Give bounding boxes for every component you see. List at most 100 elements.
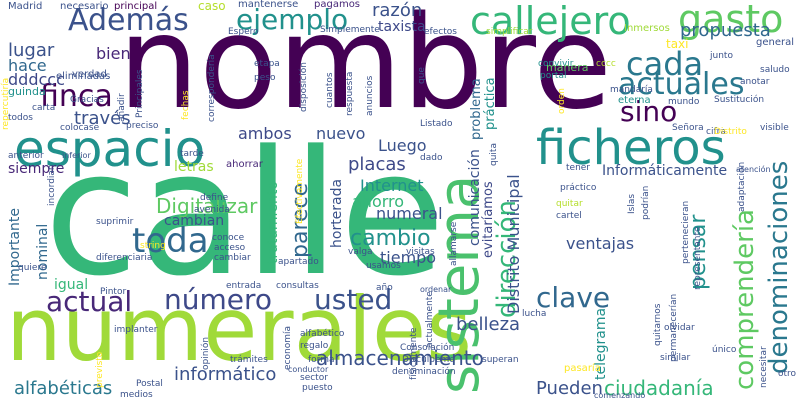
word: cambio [350,226,431,251]
word: calle [44,113,446,314]
word: mundo [668,97,700,107]
word: Importante [7,207,23,286]
word: repercutiría [1,77,11,130]
word: medios [120,390,153,400]
word: general [756,37,795,48]
word: Gracias [70,95,104,105]
word: portal [540,71,567,81]
word: tarde [180,149,204,159]
word: ficheros [536,120,726,176]
word: apartado [278,257,319,267]
word: saludo [760,65,790,75]
word: quitar [556,199,583,209]
word: previsto [95,351,105,388]
word: alfabético [300,329,345,339]
word: adaptación [737,161,747,212]
word: allamarse [449,221,459,266]
word: verdad [72,69,107,80]
word: horterada [329,178,345,248]
word: consultas [276,281,319,291]
word: pertenecieran [681,200,691,264]
word: placas [348,154,406,175]
word: físicamente [409,327,419,380]
word: usamos [366,261,401,271]
word: string [140,241,166,251]
word: añadir [117,93,127,122]
word: actual [46,285,133,318]
word: dddccc [8,70,65,89]
word: conoce [212,233,245,243]
word: necesario [60,1,109,12]
word: ordenar [420,285,452,294]
word: guinda [8,85,46,98]
word: comenzando [594,391,646,400]
word: implanter [114,325,158,335]
word: pasaría [564,363,601,374]
word: opinión [201,336,211,370]
word: Luego [378,136,427,155]
word: manera [546,61,589,74]
word: Distrito [714,127,747,137]
word: entrada [226,281,262,291]
word: bien [96,44,131,63]
word: todos [8,113,33,123]
word: callejero [470,0,631,43]
word: denominación [392,367,456,377]
word: Sustitución [714,95,765,105]
word: anterior [8,151,44,161]
word: único [712,345,737,355]
word: Espero [228,27,259,37]
word: trámites [230,355,268,365]
word: conductor [288,365,329,374]
word: atención [736,165,771,174]
word: finca [40,79,113,114]
word: necesitar [759,346,769,388]
word: belleza [456,314,521,335]
word: comunicación [467,149,483,246]
word: razón [372,0,423,21]
word: práctico [560,183,597,193]
word: clave [536,281,611,314]
word: comprendería [730,209,760,390]
word: sector [300,373,328,383]
word: visible [760,123,789,133]
word: junto [710,51,733,61]
word: denominaciones [764,160,794,374]
word: quiere [18,263,47,273]
word: través [74,108,131,129]
word: ejemplo [236,3,349,36]
word: ahorro [352,192,405,211]
word: regalo [300,341,329,351]
word: orden [557,87,567,114]
word: etapa [254,59,280,69]
word: colocase [60,123,100,133]
word: avenida [194,205,230,215]
word: toda [132,221,209,261]
word: peso [254,73,276,83]
word: tiempo [380,248,437,267]
word: fechas [181,90,191,120]
word: visitas [406,247,435,257]
word: superan [482,355,519,365]
word: inferior [62,151,91,160]
word: ambos [238,124,292,143]
word: taxi [666,37,689,51]
word: Islas [627,193,637,214]
word: año [376,283,393,293]
word: tener [566,163,591,173]
word: principal [114,1,158,12]
word: mantenerse [238,0,299,10]
word: ventajas [566,234,635,253]
word: Internet [360,176,424,195]
word: nuevo [316,124,366,143]
word: podrían [641,185,651,220]
word: nombre [118,0,612,138]
word: Postal [136,379,163,389]
word: numeral [376,204,443,223]
word: otro [778,369,797,379]
word: puesto [302,383,333,393]
word: olvidar [664,323,695,333]
word: simplificar [486,27,533,37]
word: Madrid [8,1,43,12]
